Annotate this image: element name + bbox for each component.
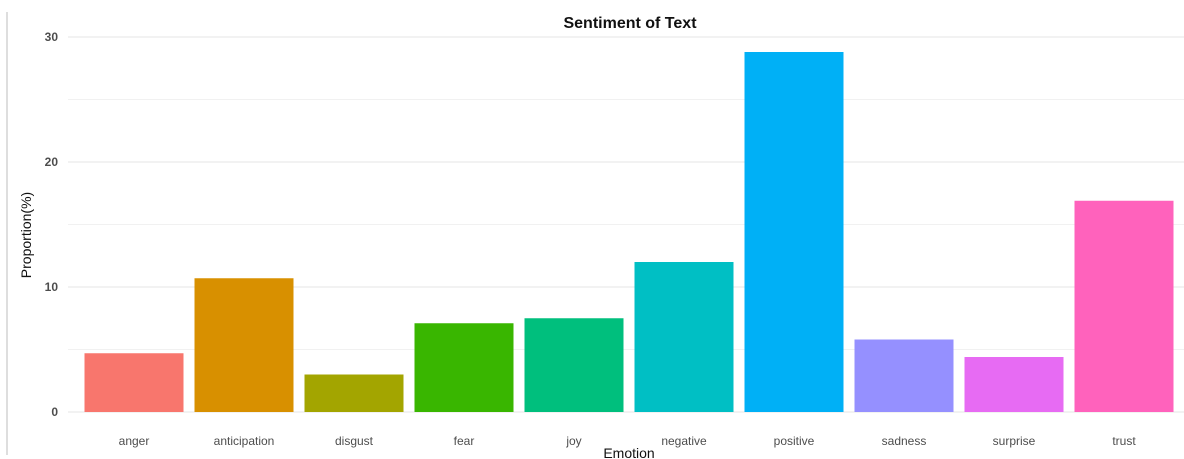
x-tick-label-sadness: sadness — [882, 434, 927, 448]
bar-anger — [84, 353, 184, 412]
x-tick-label-positive: positive — [774, 434, 815, 448]
x-tick-label-surprise: surprise — [993, 434, 1036, 448]
y-tick-label: 10 — [45, 280, 59, 294]
x-tick-label-fear: fear — [454, 434, 475, 448]
x-tick-label-negative: negative — [661, 434, 707, 448]
bar-anticipation — [194, 278, 294, 412]
bar-trust — [1074, 200, 1174, 412]
x-axis-title: Emotion — [603, 445, 654, 459]
bars — [84, 52, 1174, 412]
bar-disgust — [304, 374, 404, 412]
x-tick-label-trust: trust — [1112, 434, 1136, 448]
x-tick-label-disgust: disgust — [335, 434, 374, 448]
y-tick-label: 30 — [45, 30, 59, 44]
bar-surprise — [964, 357, 1064, 412]
y-tick-label: 20 — [45, 155, 59, 169]
bar-fear — [414, 323, 514, 412]
y-tick-label: 0 — [51, 405, 58, 419]
bar-negative — [634, 262, 734, 412]
bar-sadness — [854, 339, 954, 412]
chart-title: Sentiment of Text — [563, 15, 697, 32]
x-tick-labels: anger anticipation disgust fear joy negative p… — [119, 434, 1137, 448]
y-axis-title: Proportion(%) — [18, 192, 34, 278]
x-tick-label-anger: anger — [119, 434, 150, 448]
bar-positive — [744, 52, 844, 412]
bar-joy — [524, 318, 624, 412]
x-tick-label-anticipation: anticipation — [214, 434, 275, 448]
x-tick-label-joy: joy — [565, 434, 581, 448]
y-tick-labels: 0 10 20 30 — [45, 30, 59, 419]
